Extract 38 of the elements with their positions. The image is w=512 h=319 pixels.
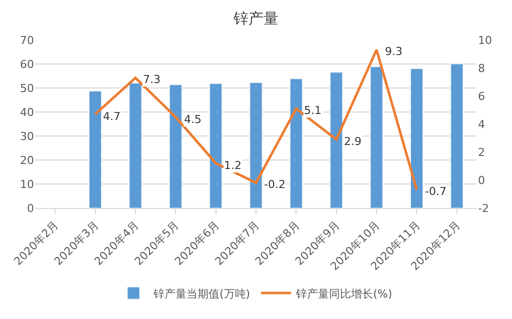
bar [210, 83, 222, 208]
data-label: 4.5 [184, 113, 202, 126]
y-tick-label: 60 [20, 58, 34, 71]
y2-tick-label: 8 [478, 62, 485, 75]
line-series [94, 48, 418, 192]
data-label: 5.1 [304, 104, 322, 117]
y2-tick-label: 10 [478, 34, 492, 47]
bar [410, 68, 423, 208]
data-label: 4.7 [103, 110, 120, 123]
data-label: -0.2 [264, 178, 286, 191]
bar [89, 90, 102, 208]
bar [129, 82, 142, 208]
bar [330, 72, 343, 208]
y2-tick-label: 6 [478, 90, 485, 103]
bar [250, 82, 262, 208]
y-tick-label: 30 [20, 130, 34, 143]
y-tick-label: 70 [20, 34, 34, 47]
data-label: 9.3 [385, 45, 402, 58]
data-label: 7.3 [143, 73, 160, 86]
bar [290, 78, 302, 208]
y2-tick-label: 2 [478, 146, 485, 159]
chart-title: 锌产量 [232, 9, 278, 28]
bar [450, 64, 464, 208]
y2-tick-label: 0 [478, 174, 485, 187]
data-label: -0.7 [425, 185, 446, 198]
data-label: 1.2 [224, 159, 242, 172]
y-tick-label: 0 [27, 202, 34, 215]
bar [169, 84, 182, 208]
legend-label: 锌产量同比增长(%) [295, 287, 392, 300]
y-tick-label: 50 [20, 82, 34, 95]
y-tick-label: 10 [20, 178, 34, 191]
data-label: 2.9 [344, 135, 362, 148]
legend-label: 锌产量当期值(万吨) [152, 287, 250, 300]
y-tick-label: 40 [20, 106, 34, 119]
y2-tick-label: 4 [478, 118, 485, 131]
bar [370, 66, 383, 208]
y-tick-label: 20 [20, 154, 34, 167]
y2-tick-label: -2 [478, 202, 489, 215]
